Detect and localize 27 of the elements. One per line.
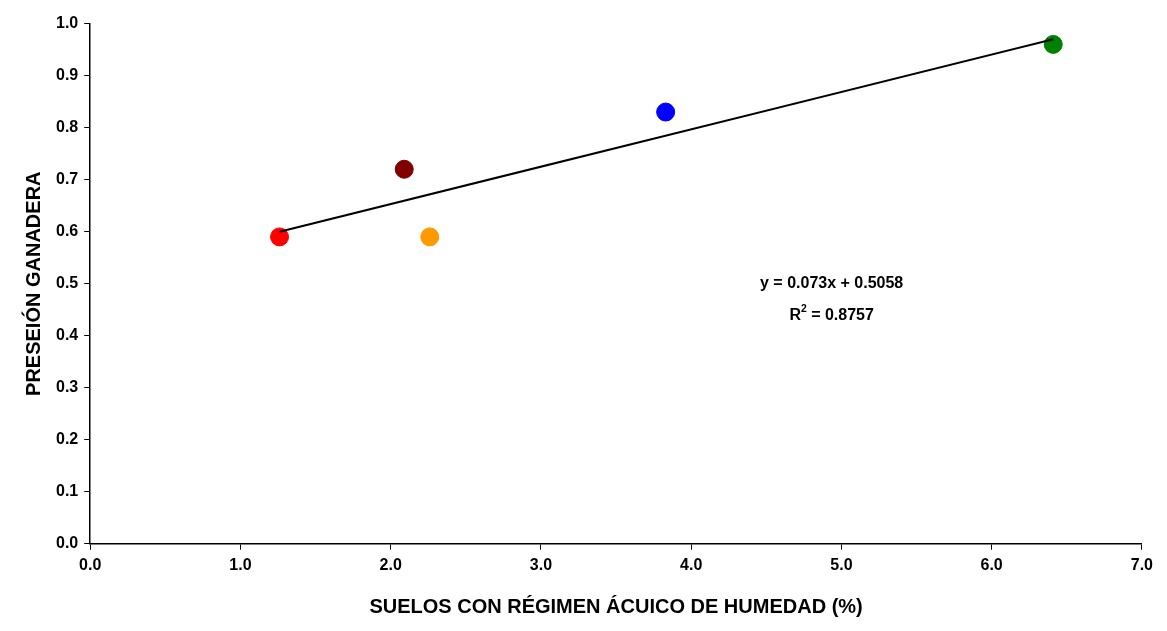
- point: [394, 159, 414, 179]
- point: [270, 227, 290, 247]
- y-tick-label: 0.1: [55, 482, 79, 500]
- y-tick-label: 0.4: [55, 326, 79, 344]
- y-tick-label: 0.5: [55, 274, 79, 292]
- y-tick-label: 0.2: [55, 430, 79, 448]
- annotation: y = 0.073x + 0.5058: [760, 274, 904, 292]
- x-tick-label: 6.0: [980, 555, 1003, 573]
- y-tick-label: 0.8: [55, 118, 79, 136]
- y-tick-label: 0.6: [55, 222, 79, 240]
- x-tick-label: 5.0: [830, 555, 853, 573]
- point: [656, 102, 676, 122]
- y-tick-label: 0.9: [55, 66, 79, 84]
- point: [420, 227, 440, 247]
- x-tick-label: 3.0: [529, 555, 553, 573]
- y-tick-label: 0.3: [55, 378, 79, 396]
- x-tick-label: 1.0: [229, 555, 252, 573]
- x-tick-label: 0.0: [79, 555, 102, 573]
- x-axis-title: SUELOS CON RÉGIMEN ÁCUICO DE HUMEDAD (%): [369, 594, 863, 617]
- point: [1043, 34, 1063, 54]
- x-tick-label: 2.0: [379, 555, 402, 573]
- y-tick-label: 1.0: [55, 14, 79, 32]
- y-tick-label: 0.0: [55, 534, 79, 552]
- x-tick-label: 7.0: [1130, 555, 1154, 573]
- y-tick-label: 0.7: [55, 170, 79, 188]
- x-tick-label: 4.0: [680, 555, 703, 573]
- y-axis-title: PRESEIÓN GANADERA: [20, 171, 44, 396]
